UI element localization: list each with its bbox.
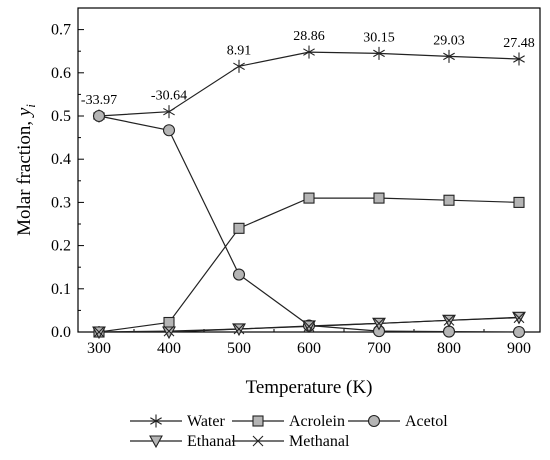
data-point-methanal bbox=[163, 325, 175, 337]
data-point-acetol bbox=[232, 268, 246, 281]
data-point-acetol bbox=[512, 325, 526, 339]
data-point-water bbox=[303, 45, 315, 59]
y-axis-title-subscript: i bbox=[23, 104, 38, 108]
y-axis-title-main: Molar fraction, bbox=[14, 116, 35, 236]
series-line-acetol bbox=[98, 115, 520, 333]
y-tick-label: 0.6 bbox=[51, 65, 71, 82]
x-tick-label: 700 bbox=[367, 340, 391, 357]
x-tick-label: 300 bbox=[87, 340, 111, 357]
legend-label: Methanal bbox=[289, 433, 350, 450]
data-point-methanal bbox=[303, 320, 315, 332]
legend-marker-methanal bbox=[252, 435, 264, 447]
data-label-annotation: 29.03 bbox=[433, 33, 465, 48]
y-tick-label: 0.1 bbox=[51, 281, 71, 298]
legend-item-water: Water bbox=[130, 413, 225, 430]
data-point-acetol bbox=[92, 109, 106, 123]
data-point-water bbox=[513, 52, 525, 66]
legend-item-acetol: Acetol bbox=[348, 413, 448, 430]
axis-ticks: 300 400 500 600 700 800 900 0.0 0.1 0.2 0.3 0.4 0.5 0… bbox=[51, 22, 531, 357]
y-tick-label: 0.2 bbox=[51, 238, 71, 255]
x-tick-label: 800 bbox=[437, 340, 461, 357]
y-tick-label: 0.5 bbox=[51, 108, 71, 125]
data-label-annotation: -30.64 bbox=[151, 89, 187, 104]
x-tick-label: 600 bbox=[297, 340, 321, 357]
legend-marker-water bbox=[150, 414, 162, 428]
data-label-annotation: 27.48 bbox=[503, 36, 535, 51]
legend-item-methanal: Methanal bbox=[232, 433, 350, 450]
legend-marker-acrolein bbox=[252, 415, 264, 427]
data-point-acetol bbox=[442, 325, 456, 338]
y-tick-label: 0.0 bbox=[51, 324, 71, 341]
data-point-acrolein bbox=[163, 316, 175, 329]
data-label-annotation: -33.97 bbox=[81, 93, 117, 108]
data-point-acetol bbox=[162, 124, 176, 137]
plot-area: 300 400 500 600 700 800 900 0.0 0.1 0.2 0.3 0.4 0.5 0… bbox=[51, 7, 541, 357]
series-line-acrolein bbox=[98, 197, 520, 333]
legend-marker-ethanal bbox=[149, 435, 163, 449]
y-tick-label: 0.4 bbox=[51, 151, 71, 168]
y-axis-title: Molar fraction, yi bbox=[14, 104, 38, 236]
x-tick-label: 900 bbox=[507, 340, 531, 357]
data-point-water bbox=[233, 59, 245, 73]
data-point-methanal bbox=[233, 323, 245, 335]
legend-label: Ethanal bbox=[187, 433, 236, 450]
data-label-annotation: 28.86 bbox=[293, 29, 325, 44]
data-point-acrolein bbox=[443, 194, 455, 206]
data-annotations: -33.97 -30.64 8.91 28.86 30.15 29.03 27.48 bbox=[81, 29, 535, 108]
x-axis-title: Temperature (K) bbox=[246, 377, 373, 398]
legend-item-acrolein: Acrolein bbox=[232, 413, 345, 430]
legend-label: Acrolein bbox=[289, 413, 345, 430]
x-tick-label: 500 bbox=[227, 340, 251, 357]
data-point-water bbox=[373, 46, 385, 60]
data-point-methanal bbox=[443, 314, 455, 326]
legend-label: Water bbox=[187, 413, 225, 430]
data-point-ethanal bbox=[162, 326, 176, 340]
y-tick-label: 0.3 bbox=[51, 194, 71, 211]
legend-marker-acetol bbox=[367, 414, 381, 428]
legend: Water Acrolein Acetol Ethanal Methanal bbox=[130, 413, 448, 450]
y-tick-label: 0.7 bbox=[51, 22, 71, 39]
data-point-acrolein bbox=[233, 222, 245, 234]
legend-label: Acetol bbox=[405, 413, 448, 430]
data-point-methanal bbox=[373, 317, 385, 329]
y-axis-title-symbol: y bbox=[14, 107, 35, 118]
data-point-water bbox=[163, 105, 175, 119]
data-point-methanal bbox=[513, 312, 525, 324]
data-point-acrolein bbox=[513, 196, 525, 208]
data-point-water bbox=[443, 49, 455, 63]
series-markers bbox=[92, 45, 526, 340]
data-label-annotation: 8.91 bbox=[227, 43, 252, 58]
x-tick-label: 400 bbox=[157, 340, 181, 357]
data-point-acrolein bbox=[373, 192, 385, 204]
data-point-methanal bbox=[93, 326, 105, 338]
data-point-acrolein bbox=[303, 192, 315, 204]
data-label-annotation: 30.15 bbox=[363, 30, 395, 45]
series-line-water bbox=[98, 51, 520, 117]
legend-item-ethanal: Ethanal bbox=[130, 433, 236, 450]
